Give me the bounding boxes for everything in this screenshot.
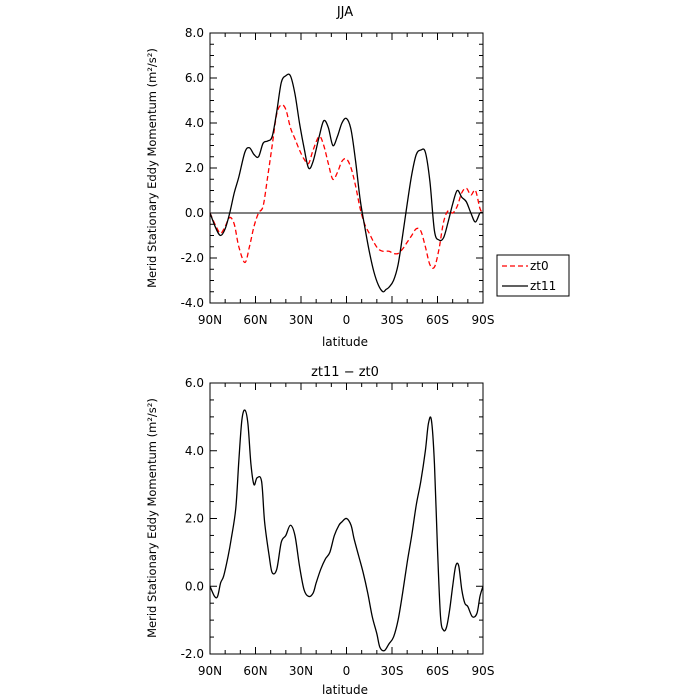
bottom-chart-y-tick-label: -2.0 bbox=[181, 647, 204, 661]
top-chart-x-tick-label: 60N bbox=[243, 313, 267, 327]
top-chart-x-tick-label: 0 bbox=[343, 313, 351, 327]
bottom-chart-y-tick-label: 2.0 bbox=[185, 512, 204, 526]
legend-label-zt11: zt11 bbox=[530, 279, 556, 293]
top-chart-x-tick-label: 90S bbox=[472, 313, 495, 327]
top-chart-x-axis-label: latitude bbox=[322, 335, 368, 349]
bottom-chart-y-axis-label: Merid Stationary Eddy Momentum (m²/s²) bbox=[145, 398, 159, 638]
bottom-chart-panel: zt11 − zt0 latitude Merid Stationary Edd… bbox=[145, 365, 494, 697]
bottom-chart-x-tick-label: 30N bbox=[289, 664, 313, 678]
bottom-chart-x-tick-label: 90S bbox=[472, 664, 495, 678]
top-chart-y-axis-label: Merid Stationary Eddy Momentum (m²/s²) bbox=[145, 48, 159, 288]
top-chart-plot-frame bbox=[209, 32, 484, 304]
top-chart-title: JJA bbox=[336, 5, 353, 20]
top-chart-y-tick-label: 4.0 bbox=[185, 116, 204, 130]
bottom-chart-y-tick-label: 0.0 bbox=[185, 579, 204, 593]
bottom-chart-x-axis-label: latitude bbox=[322, 683, 368, 697]
top-chart-y-tick-label: 8.0 bbox=[185, 26, 204, 40]
top-chart-panel: JJA latitude Merid Stationary Eddy Momen… bbox=[145, 5, 570, 349]
bottom-chart-x-tick-label: 60N bbox=[243, 664, 267, 678]
legend-label-zt0: zt0 bbox=[530, 259, 549, 273]
top-chart-x-tick-label: 90N bbox=[198, 313, 222, 327]
bottom-chart-x-tick-label: 30S bbox=[381, 664, 404, 678]
bottom-chart-title: zt11 − zt0 bbox=[311, 365, 379, 380]
top-chart-series-line-zt11 bbox=[209, 73, 484, 293]
bottom-chart-x-tick-label: 60S bbox=[426, 664, 449, 678]
top-chart-x-tick-label: 60S bbox=[426, 313, 449, 327]
bottom-chart-series-line-diff-0 bbox=[209, 409, 484, 652]
bottom-chart-x-tick-label: 90N bbox=[198, 664, 222, 678]
top-chart-series-line-zt0 bbox=[209, 104, 484, 269]
top-chart-legend: zt0 zt11 bbox=[496, 254, 570, 297]
top-chart-y-tick-label: -4.0 bbox=[181, 296, 204, 310]
bottom-chart-x-tick-label: 0 bbox=[343, 664, 351, 678]
top-chart-y-tick-label: 2.0 bbox=[185, 161, 204, 175]
top-chart-x-tick-label: 30N bbox=[289, 313, 313, 327]
top-chart-x-tick-label: 30S bbox=[381, 313, 404, 327]
top-chart-y-tick-label: -2.0 bbox=[181, 251, 204, 265]
top-chart-y-tick-label: 0.0 bbox=[185, 206, 204, 220]
bottom-chart-y-tick-label: 4.0 bbox=[185, 444, 204, 458]
legend-box bbox=[496, 254, 570, 297]
bottom-chart-y-tick-label: 6.0 bbox=[185, 376, 204, 390]
top-chart-y-tick-label: 6.0 bbox=[185, 71, 204, 85]
